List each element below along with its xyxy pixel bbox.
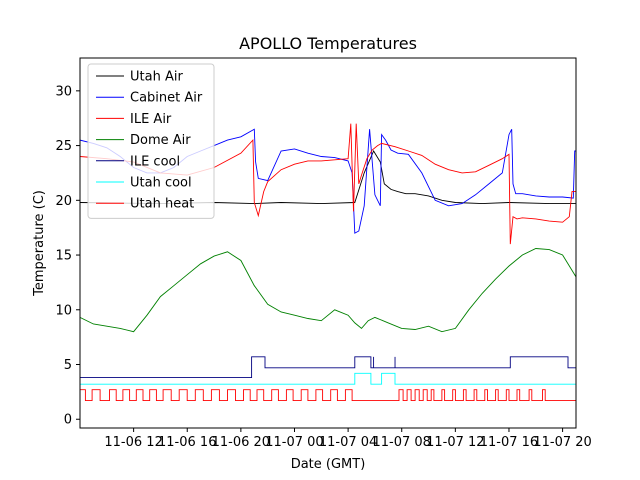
x-tick-label: 11-06 20 bbox=[212, 435, 270, 450]
series-line-dome-air bbox=[80, 248, 576, 333]
legend-label: Dome Air bbox=[130, 133, 191, 148]
y-tick-label: 25 bbox=[55, 139, 72, 154]
y-axis-label: Temperature (C) bbox=[32, 190, 47, 297]
x-tick-label: 11-07 04 bbox=[319, 435, 377, 450]
series-line-utah-air bbox=[80, 150, 576, 205]
series-line-utah-heat bbox=[80, 389, 576, 402]
y-tick-label: 10 bbox=[55, 303, 72, 318]
legend-label: Cabinet Air bbox=[130, 91, 203, 106]
series-line-ile-cool bbox=[80, 356, 576, 379]
series-line-utah-cool bbox=[80, 372, 576, 385]
y-tick-label: 20 bbox=[55, 194, 72, 209]
y-axis-ticks: 0 5 10 15 20 25 30 bbox=[55, 84, 80, 428]
x-tick-label: 11-07 00 bbox=[265, 435, 323, 450]
chart-title: APOLLO Temperatures bbox=[239, 34, 417, 53]
x-tick-label: 11-07 20 bbox=[533, 435, 591, 450]
y-tick-label: 0 bbox=[64, 413, 72, 428]
legend-label: Utah heat bbox=[130, 197, 194, 212]
legend-box bbox=[87, 63, 215, 219]
x-tick-label: 11-07 08 bbox=[373, 435, 431, 450]
legend-label: ILE Air bbox=[130, 112, 172, 127]
y-tick-label: 5 bbox=[64, 358, 72, 373]
x-tick-label: 11-07 12 bbox=[426, 435, 484, 450]
y-tick-label: 15 bbox=[55, 249, 72, 264]
legend-label: ILE cool bbox=[130, 154, 180, 169]
x-tick-label: 11-06 16 bbox=[158, 435, 216, 450]
legend-label: Utah cool bbox=[130, 176, 192, 191]
series-line-ile-air bbox=[80, 123, 576, 245]
x-tick-label: 11-06 12 bbox=[104, 435, 162, 450]
plot-frame bbox=[79, 57, 577, 429]
y-tick-label: 30 bbox=[55, 84, 72, 99]
legend: Utah Air Cabinet Air ILE Air Dome Air ILE co… bbox=[87, 63, 215, 219]
x-axis-label: Date (GMT) bbox=[291, 457, 366, 472]
x-tick-label: 11-07 16 bbox=[480, 435, 538, 450]
legend-label: Utah Air bbox=[130, 70, 183, 85]
